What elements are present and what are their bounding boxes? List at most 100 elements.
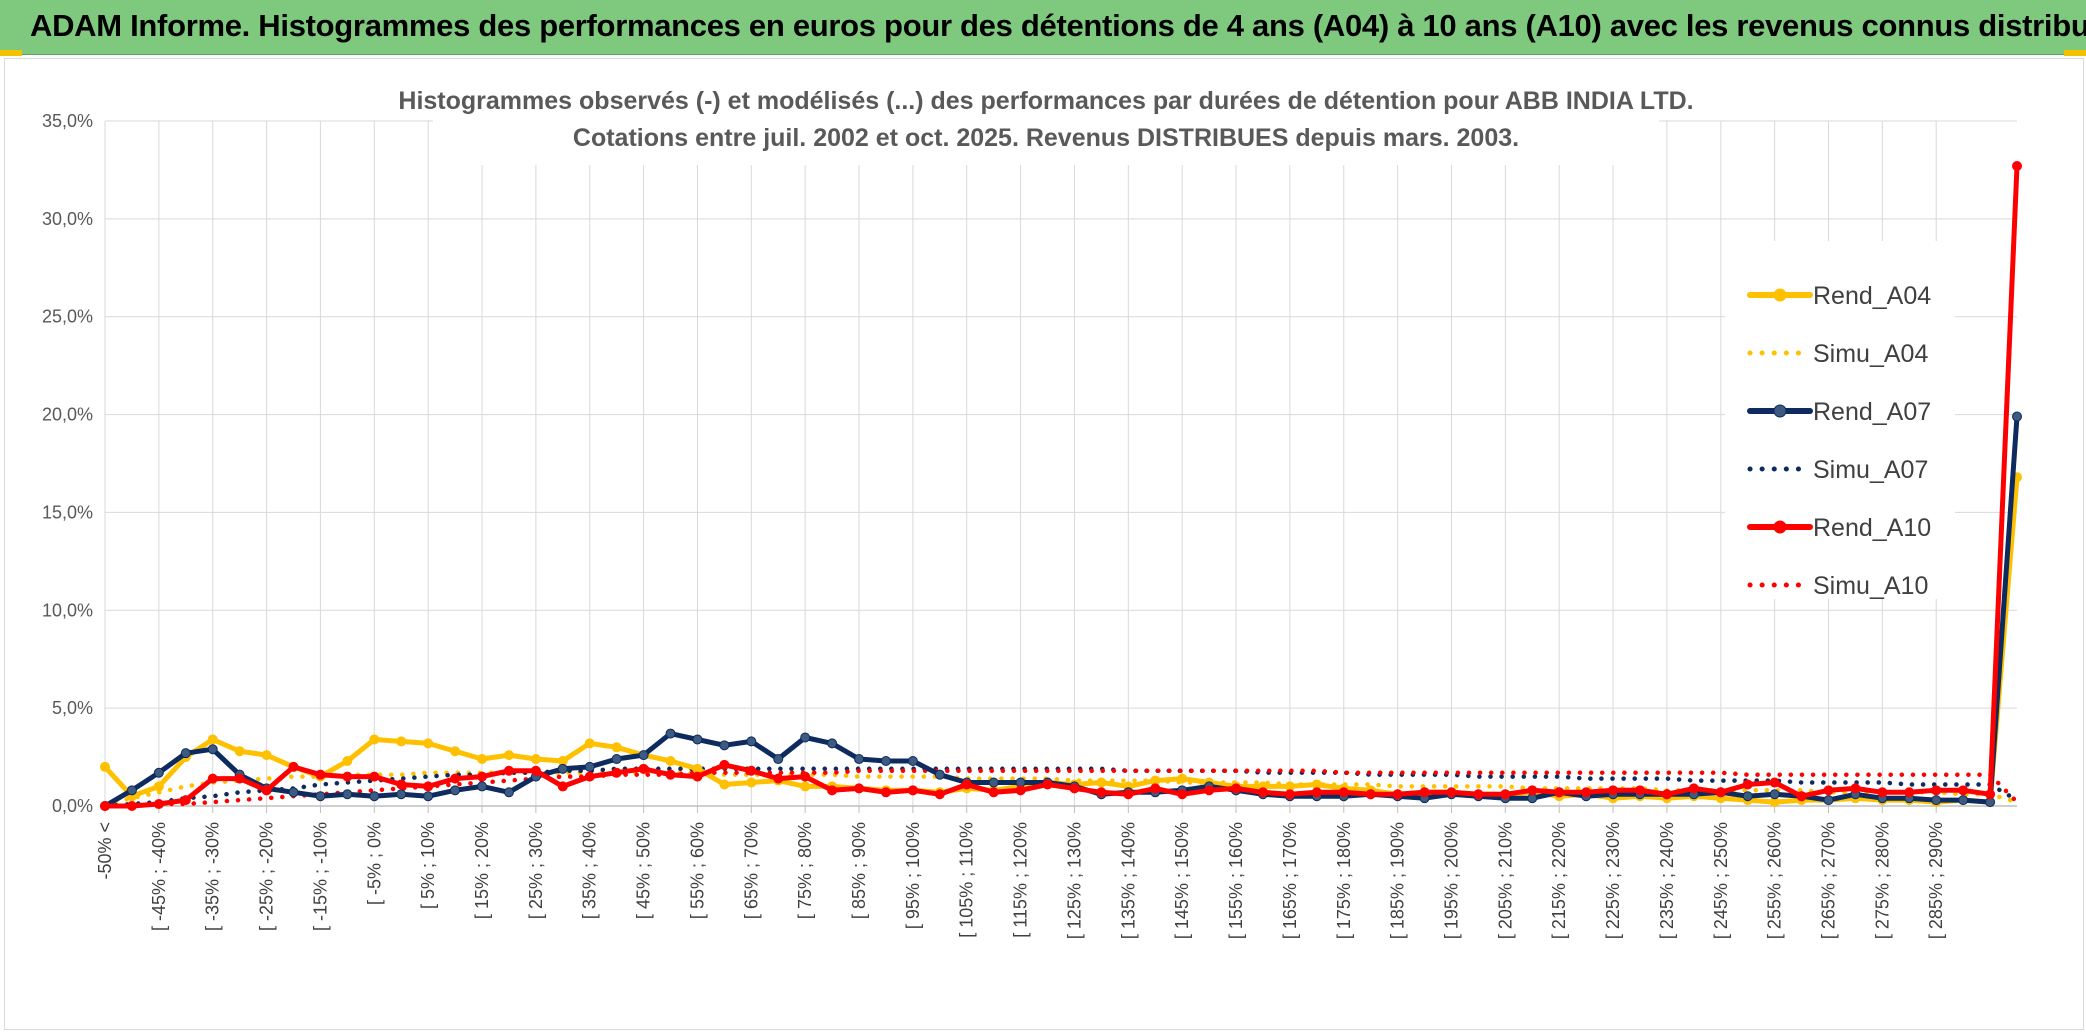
data-point — [477, 754, 488, 765]
x-tick-label: [ 205% ; 210% — [1495, 822, 1515, 939]
data-point — [719, 779, 730, 790]
x-tick-label: [ 215% ; 220% — [1549, 822, 1569, 939]
data-point — [477, 781, 488, 792]
data-point — [1069, 783, 1080, 794]
data-point — [1769, 789, 1780, 800]
data-point — [126, 801, 137, 811]
data-point — [450, 773, 461, 784]
data-point — [1931, 795, 1942, 806]
data-point — [126, 785, 137, 796]
data-point — [423, 781, 434, 792]
data-point — [934, 789, 945, 800]
data-point — [907, 785, 918, 796]
data-point — [288, 761, 299, 772]
legend-marker — [1773, 520, 1787, 534]
data-point — [880, 787, 891, 798]
data-point — [611, 767, 622, 778]
legend-label: Rend_A07 — [1813, 398, 1931, 426]
report-header: ADAM Informe. Histogrammes des performan… — [0, 0, 2086, 55]
data-point — [773, 773, 784, 784]
x-tick-label: [ 155% ; 160% — [1226, 822, 1246, 939]
x-tick-label: [ 115% ; 120% — [1011, 822, 1031, 938]
data-point — [530, 754, 541, 765]
data-point — [315, 791, 326, 802]
data-point — [584, 771, 595, 782]
data-point — [1985, 789, 1996, 800]
data-point — [234, 773, 245, 784]
data-point — [1446, 787, 1457, 798]
y-tick-label: 30,0% — [42, 209, 93, 229]
data-point — [1392, 789, 1403, 800]
data-point — [1473, 789, 1484, 800]
data-point — [342, 771, 353, 782]
legend-label: Simu_A04 — [1813, 340, 1928, 368]
data-point — [1257, 787, 1268, 798]
x-tick-label: [ -25% ; -20% — [257, 822, 277, 931]
chart-area: 0,0% 5,0% 10,0% 15,0% 20,0% 25,0% 30,0% 35,0% -5… — [4, 58, 2084, 1030]
legend-marker — [1773, 288, 1787, 302]
data-point — [450, 746, 461, 757]
data-point — [988, 787, 999, 798]
x-tick-label: [ -45% ; -40% — [149, 822, 169, 931]
data-point — [1365, 789, 1376, 800]
data-point — [1177, 789, 1188, 800]
data-point — [423, 791, 434, 802]
data-point — [1338, 787, 1349, 798]
data-point — [1419, 787, 1430, 798]
y-tick-label: 25,0% — [42, 307, 93, 327]
gridlines — [104, 120, 2017, 807]
data-point — [1769, 777, 1780, 788]
x-tick-label: [ 95% ; 100% — [903, 822, 923, 929]
right-accent-bar — [2064, 50, 2086, 56]
data-point — [1608, 785, 1619, 796]
x-tick-label: [ 105% ; 110% — [957, 822, 977, 938]
data-point — [180, 795, 191, 806]
y-tick-label: 15,0% — [42, 502, 93, 522]
data-point — [1042, 779, 1053, 790]
data-point — [746, 777, 757, 788]
data-point — [1823, 785, 1834, 796]
data-point — [1742, 791, 1753, 802]
data-point — [1123, 789, 1134, 800]
x-tick-label: [ 35% ; 40% — [580, 822, 600, 919]
data-point — [1500, 789, 1511, 800]
data-point — [1661, 789, 1672, 800]
x-tick-label: [ 45% ; 50% — [634, 822, 654, 919]
data-point — [584, 761, 595, 772]
x-tick-label: [ 185% ; 190% — [1388, 822, 1408, 939]
legend-label: Simu_A10 — [1813, 572, 1928, 600]
data-point — [638, 763, 649, 774]
data-point — [800, 771, 811, 782]
data-point — [261, 750, 272, 761]
data-point — [450, 785, 461, 796]
data-point — [1096, 787, 1107, 798]
legend-background — [1725, 241, 1955, 599]
data-point — [1931, 785, 1942, 796]
x-tick-label: [ 65% ; 70% — [741, 822, 761, 919]
data-point — [1715, 787, 1726, 798]
x-tick-label: [ 275% ; 280% — [1872, 822, 1892, 939]
data-point — [261, 785, 272, 796]
data-point — [503, 750, 514, 761]
data-point — [1204, 785, 1215, 796]
data-point — [934, 769, 945, 780]
data-point — [665, 769, 676, 780]
data-point — [369, 791, 380, 802]
data-point — [1823, 795, 1834, 806]
data-point — [1284, 789, 1295, 800]
data-point — [719, 740, 730, 751]
data-point — [827, 738, 838, 749]
data-point — [692, 771, 703, 782]
data-point — [423, 738, 434, 749]
x-tick-label: [ 85% ; 90% — [849, 822, 869, 919]
data-point — [719, 759, 730, 770]
data-point — [396, 779, 407, 790]
y-tick-label: 35,0% — [42, 111, 93, 131]
data-point — [315, 769, 326, 780]
data-point — [557, 781, 568, 792]
chart-title-line-2: Cotations entre juil. 2002 et oct. 2025.… — [573, 124, 1519, 152]
data-point — [854, 783, 865, 794]
data-point — [1877, 787, 1888, 798]
data-point — [827, 785, 838, 796]
data-point — [584, 738, 595, 749]
